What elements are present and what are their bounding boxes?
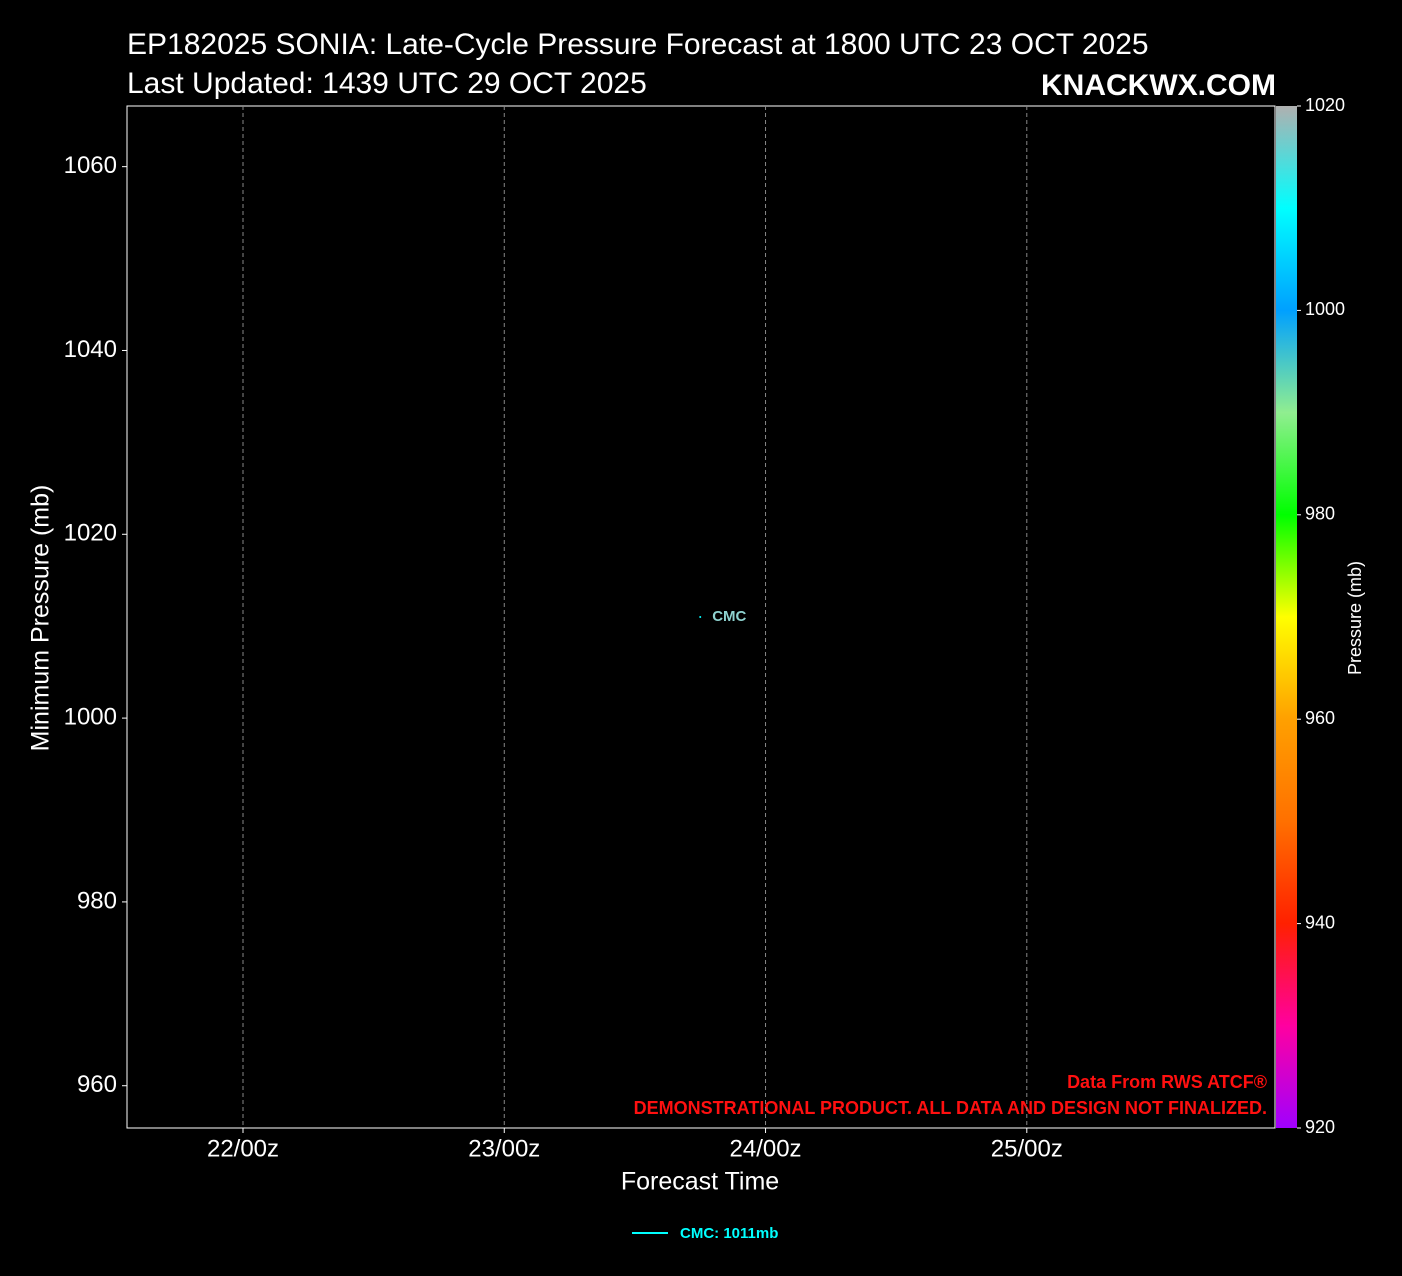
x-tick-label: 24/00z: [730, 1135, 802, 1162]
series-end-label: CMC: [712, 608, 746, 625]
colorbar-tick-label: 920: [1305, 1117, 1335, 1137]
x-tick-label: 23/00z: [468, 1135, 540, 1162]
x-axis-label: Forecast Time: [621, 1168, 779, 1196]
legend-label: CMC: 1011mb: [680, 1225, 778, 1242]
colorbar-tick-label: 1000: [1305, 299, 1345, 319]
y-axis-label: Minimum Pressure (mb): [27, 485, 55, 752]
x-tick-label: 22/00z: [207, 1135, 279, 1162]
x-tick-label: 25/00z: [991, 1135, 1063, 1162]
y-tick-label: 960: [77, 1071, 117, 1098]
y-tick-label: 1000: [64, 703, 117, 730]
y-tick-label: 1060: [64, 152, 117, 179]
chart-title: EP182025 SONIA: Late-Cycle Pressure Fore…: [127, 28, 1149, 61]
annotation: DEMONSTRATIONAL PRODUCT. ALL DATA AND DE…: [634, 1098, 1267, 1118]
colorbar: [1276, 106, 1297, 1128]
plot-frame: [126, 105, 1276, 1129]
colorbar-tick-label: 960: [1305, 708, 1335, 728]
colorbar-tick-label: 940: [1305, 912, 1335, 932]
chart-subtitle: Last Updated: 1439 UTC 29 OCT 2025: [127, 67, 647, 100]
data-point: [699, 616, 702, 618]
y-tick-label: 980: [77, 887, 117, 914]
colorbar-label: Pressure (mb): [1345, 561, 1365, 675]
y-tick-label: 1020: [64, 520, 117, 547]
colorbar-tick-label: 980: [1305, 504, 1335, 524]
annotation: Data From RWS ATCF®: [1067, 1072, 1267, 1092]
watermark: KNACKWX.COM: [1041, 69, 1276, 102]
y-tick-label: 1040: [64, 336, 117, 363]
colorbar-tick-label: 1020: [1305, 95, 1345, 115]
